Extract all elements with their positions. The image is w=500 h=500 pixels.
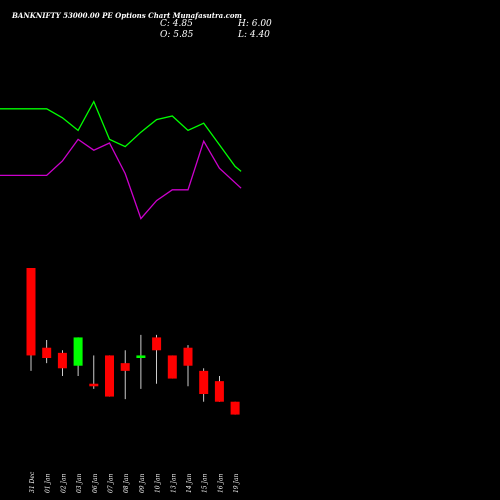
indicator-line-2 [0,138,242,220]
open-value: O: 5.85 [160,30,194,40]
x-tick-label: 09 Jan [139,473,146,493]
candle-body [105,355,114,397]
x-tick-label: 15 Jan [202,473,209,493]
x-tick-label: 07 Jan [108,473,115,493]
close-value: C: 4.85 [160,19,193,29]
candle-body [57,352,67,369]
candle-body [73,337,83,366]
candle-body [183,347,193,366]
candle-body [230,401,240,415]
candle-body [152,337,162,351]
candle-body [26,268,36,356]
candle-body [199,370,209,394]
candle-body [42,347,52,358]
x-tick-label: 08 Jan [123,473,130,493]
low-value: L: 4.40 [237,30,270,40]
candle-body [214,381,224,402]
x-tick-label: 03 Jan [76,473,83,493]
x-tick-label: 13 Jan [170,473,177,493]
candle-body [89,383,99,387]
indicator-lines [0,100,242,220]
high-value: H: 6.00 [237,19,272,29]
x-tick-label: 01 Jan [45,473,52,493]
x-axis-ticks: 31 Dec 01 Jan 02 Jan 03 Jan 06 Jan 07 Jan 08 J… [29,471,240,493]
x-tick-label: 10 Jan [155,473,162,493]
chart-title: BANKNIFTY 53000.00 PE Options Chart Muna… [11,11,242,20]
candle-body [167,355,177,379]
indicator-line-1 [0,100,242,172]
x-tick-label: 02 Jan [60,473,67,493]
candle-body [120,363,130,371]
x-tick-label: 14 Jan [186,473,193,493]
x-tick-label: 19 Jan [233,473,240,493]
x-tick-label: 06 Jan [92,473,99,493]
candlestick-series [26,268,240,415]
candle-body [136,355,146,358]
x-tick-label: 16 Jan [217,473,224,493]
x-tick-label: 31 Dec [29,471,36,493]
